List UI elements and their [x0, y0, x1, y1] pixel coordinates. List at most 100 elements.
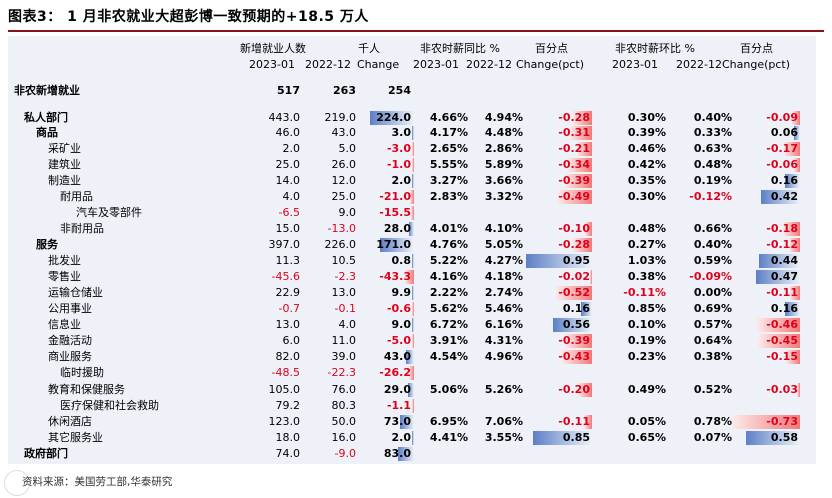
table-cell: -0.09%: [689, 270, 732, 283]
change-bar: [568, 158, 592, 172]
table-cell: 0.39%: [627, 126, 666, 139]
change-bar: [397, 447, 414, 461]
table-cell: 14.0: [275, 174, 301, 187]
header-c2: 2022-12: [305, 58, 351, 71]
change-bar: [564, 174, 592, 188]
table-cell: 29.0: [383, 383, 411, 396]
table-cell: 2.83%: [429, 190, 468, 203]
table-cell: 0.49%: [627, 383, 666, 396]
header-g2-unit: 百分点: [535, 42, 568, 55]
table-cell: [412, 365, 468, 381]
table-cell: 46.0: [275, 126, 301, 139]
change-bar: [580, 302, 592, 316]
table-cell: [534, 205, 590, 221]
table-cell: 0.35%: [627, 174, 666, 187]
table-cell: -0.20: [558, 383, 590, 396]
change-bar: [555, 286, 592, 300]
table-cell: 3.55%: [484, 431, 523, 444]
header-c7: 2023-01: [612, 58, 658, 71]
table-row: 建筑业 25.0 26.0 -1.0 5.55% 5.89% -0.34 0.42% 0.48%…: [8, 157, 816, 173]
change-bar: [584, 415, 592, 429]
table-cell: -26.2: [379, 366, 411, 379]
change-bar: [794, 126, 800, 140]
table-cell: 13.0: [331, 286, 357, 299]
table-cell: 76.0: [331, 383, 357, 396]
table-cell: 4.31%: [484, 334, 523, 347]
table-cell: 0.48%: [693, 158, 732, 171]
change-bar: [585, 222, 592, 236]
table-cell: [467, 398, 523, 414]
change-bar: [399, 415, 414, 429]
table-cell: 0.8: [391, 254, 412, 267]
row-label: 耐用品: [60, 190, 93, 203]
row-label: 公用事业: [48, 302, 92, 315]
table-cell: [676, 205, 732, 221]
table-cell: -13.0: [327, 222, 356, 235]
table-cell: 0.16: [770, 302, 798, 315]
table-cell: 9.9: [391, 286, 412, 299]
change-bar: [577, 142, 592, 156]
table-cell: 5.55%: [429, 158, 468, 171]
table-cell: [467, 83, 523, 99]
table-row: 运输仓储业 22.9 13.0 9.9 2.22% 2.74% -0.52 -0.11% 0.0…: [8, 285, 816, 301]
table-cell: 5.0: [338, 142, 357, 155]
table-cell: 105.0: [268, 383, 301, 396]
row-label: 医疗保健和社会救助: [60, 399, 159, 412]
change-bar: [759, 254, 800, 268]
table-cell: 3.27%: [429, 174, 468, 187]
table-cell: 2.0: [391, 174, 412, 187]
table-cell: 0.42: [770, 190, 798, 203]
table-cell: 5.05%: [484, 238, 523, 251]
table-cell: 74.0: [275, 447, 301, 460]
table-cell: -0.1: [334, 302, 356, 315]
change-bar: [409, 190, 414, 204]
change-bar: [408, 383, 414, 397]
table-cell: 0.27%: [627, 238, 666, 251]
table-cell: 0.19%: [627, 334, 666, 347]
row-label: 金融活动: [48, 334, 92, 347]
table-cell: 4.27%: [484, 254, 523, 267]
table-cell: -2.3: [334, 270, 356, 283]
table-cell: 0.47: [770, 270, 798, 283]
table-cell: 0.38%: [627, 270, 666, 283]
row-label: 零售业: [48, 270, 81, 283]
header-g3-unit: 百分点: [740, 42, 773, 55]
table-cell: -21.0: [379, 190, 411, 203]
table-row: 零售业 -45.6 -2.3 -43.3 4.16% 4.18% -0.02 0.38% -0.…: [8, 269, 816, 285]
table-cell: 4.0: [282, 190, 301, 203]
row-label: 制造业: [48, 174, 81, 187]
table-cell: 6.95%: [429, 415, 468, 428]
change-bar: [526, 254, 592, 268]
table-cell: -0.46: [766, 318, 798, 331]
change-bar: [788, 238, 800, 252]
table-cell: 15.0: [275, 222, 301, 235]
change-bar: [745, 431, 800, 445]
row-label: 运输仓储业: [48, 286, 103, 299]
change-bar: [570, 126, 592, 140]
table-cell: 0.07%: [693, 431, 732, 444]
table-cell: [534, 365, 590, 381]
table-cell: 0.85%: [627, 302, 666, 315]
change-bar: [408, 222, 414, 236]
table-cell: [742, 365, 798, 381]
change-bar: [784, 142, 800, 156]
row-label: 服务: [36, 238, 58, 251]
table-cell: 0.56: [562, 318, 590, 331]
change-bar: [562, 350, 592, 364]
table-row: 非耐用品 15.0 -13.0 28.0 4.01% 4.10% -0.10 0.48% 0.6…: [8, 221, 816, 237]
change-bar: [412, 158, 414, 172]
row-label: 其它服务业: [48, 431, 103, 444]
change-bar: [785, 302, 800, 316]
change-bar: [557, 190, 592, 204]
figure-title: 图表3： 1 月非农就业大超彭博一致预期的+18.5 万人: [8, 9, 369, 25]
table-cell: -0.15: [766, 350, 798, 363]
table-cell: 5.06%: [429, 383, 468, 396]
table-cell: 5.26%: [484, 383, 523, 396]
table-cell: 4.66%: [429, 111, 468, 124]
table-cell: 4.0: [338, 318, 357, 331]
table-cell: -43.3: [379, 270, 411, 283]
table-cell: 6.0: [282, 334, 301, 347]
table-cell: 80.3: [331, 399, 357, 412]
table-cell: -0.31: [558, 126, 590, 139]
table-cell: 0.10%: [627, 318, 666, 331]
